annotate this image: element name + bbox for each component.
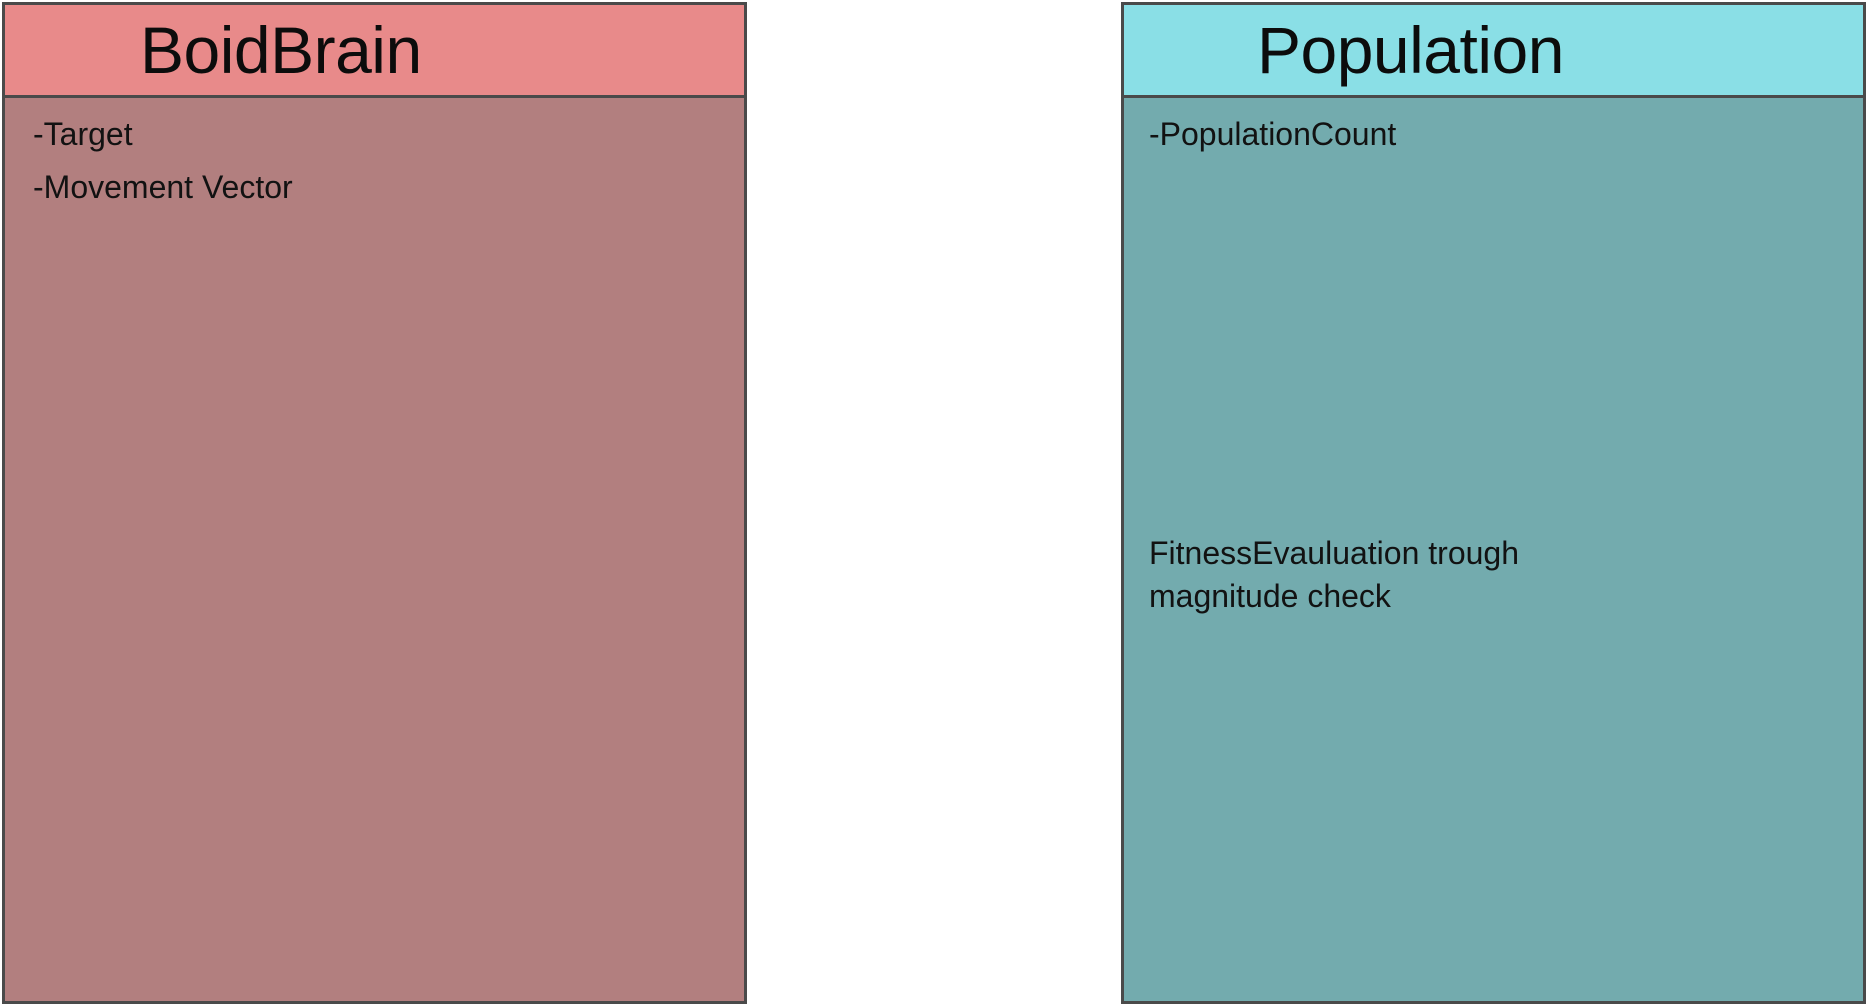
- attribute-movement-vector: -Movement Vector: [33, 169, 293, 205]
- class-header-population: Population: [1124, 5, 1863, 98]
- attribute-target: -Target: [33, 116, 133, 152]
- class-body-population: -PopulationCount FitnessEvauluation trou…: [1124, 98, 1863, 1001]
- method-fitness-evaluation: FitnessEvauluation trough magnitude chec…: [1149, 535, 1519, 614]
- class-title-boidbrain: BoidBrain: [140, 13, 422, 87]
- class-body-boidbrain: -Target -Movement Vector: [5, 98, 744, 1001]
- class-box-population: Population -PopulationCount FitnessEvaul…: [1121, 2, 1866, 1004]
- class-title-population: Population: [1257, 13, 1564, 87]
- class-box-boidbrain: BoidBrain -Target -Movement Vector: [2, 2, 747, 1004]
- attribute-population-count: -PopulationCount: [1149, 116, 1397, 152]
- class-header-boidbrain: BoidBrain: [5, 5, 744, 98]
